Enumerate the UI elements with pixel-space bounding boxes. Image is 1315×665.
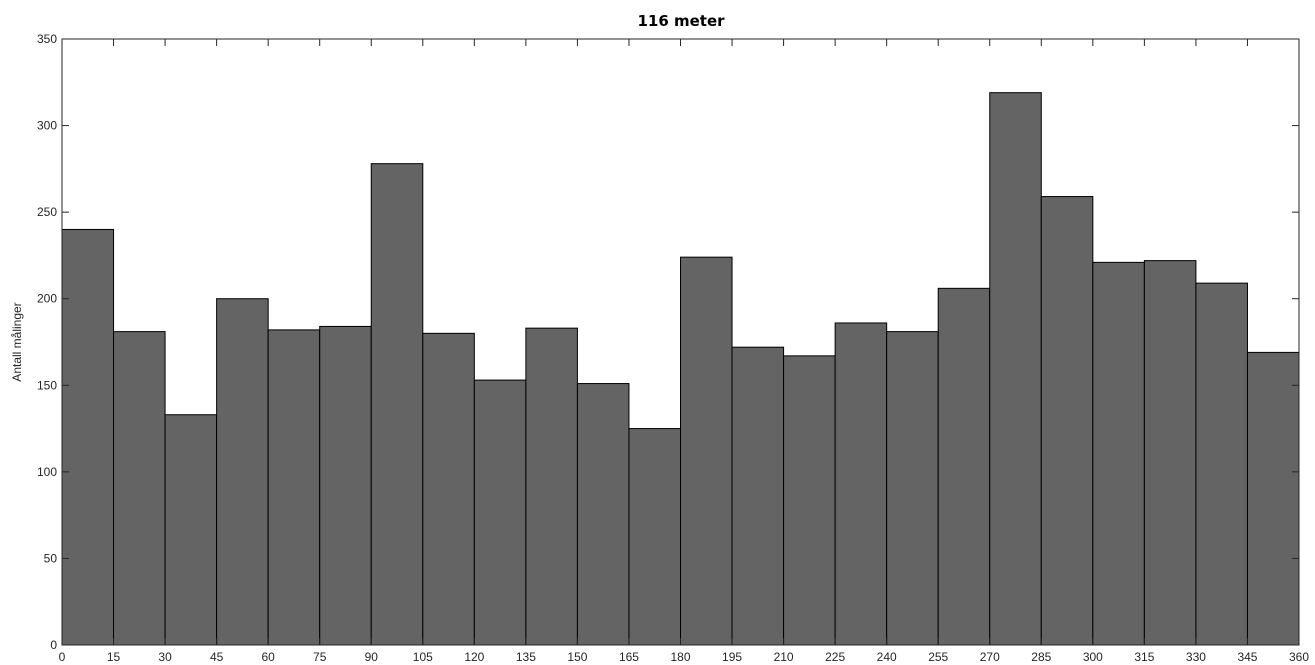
y-tick-label: 150 <box>37 378 57 392</box>
x-tick-label: 150 <box>567 650 587 664</box>
x-tick-label: 30 <box>158 650 172 664</box>
histogram-bar <box>576 383 630 646</box>
histogram-bar <box>267 329 321 646</box>
histogram-bar <box>1092 261 1145 646</box>
histogram-bar <box>628 428 681 646</box>
x-tick-label: 135 <box>516 650 536 664</box>
y-axis: 0 50 100 150 200 250 300 350 <box>37 32 1299 652</box>
y-tick-label: 100 <box>37 465 57 479</box>
histogram-bar <box>680 256 733 646</box>
x-tick-label: 240 <box>877 650 897 664</box>
histogram-bar <box>164 414 218 646</box>
histogram-bar <box>834 322 888 646</box>
chart-title: 116 meter <box>637 12 725 30</box>
y-tick-label: 300 <box>37 119 57 133</box>
x-tick-label: 45 <box>210 650 224 664</box>
x-tick-label: 90 <box>365 650 379 664</box>
histogram-bar <box>422 332 475 646</box>
x-tick-label: 15 <box>107 650 121 664</box>
histogram-bar <box>1040 196 1094 646</box>
x-tick-label: 285 <box>1031 650 1051 664</box>
histogram-bar <box>937 287 991 646</box>
histogram-bar <box>1246 351 1300 646</box>
x-tick-label: 225 <box>825 650 845 664</box>
x-axis: 0 15 30 45 60 75 90 105 120 135 150 165 180 195 210 225… <box>59 39 1309 664</box>
x-tick-label: 300 <box>1083 650 1103 664</box>
bars-group <box>61 92 1300 646</box>
x-tick-label: 75 <box>313 650 327 664</box>
histogram-bar <box>1143 260 1197 646</box>
x-tick-label: 105 <box>413 650 433 664</box>
x-tick-label: 165 <box>619 650 639 664</box>
x-tick-label: 345 <box>1237 650 1257 664</box>
histogram-bar <box>113 331 166 646</box>
x-tick-label: 60 <box>261 650 275 664</box>
y-axis-label: Antall målinger <box>10 302 24 381</box>
y-tick-label: 0 <box>50 638 57 652</box>
x-tick-label: 195 <box>722 650 742 664</box>
histogram-bar <box>216 298 269 646</box>
histogram-bar <box>989 92 1042 646</box>
y-tick-label: 350 <box>37 32 57 46</box>
x-tick-label: 120 <box>464 650 484 664</box>
x-tick-label: 0 <box>59 650 66 664</box>
x-tick-label: 270 <box>980 650 1000 664</box>
histogram-bar <box>731 346 785 646</box>
histogram-bar <box>319 325 372 646</box>
histogram-bar <box>1195 282 1248 646</box>
histogram-bar <box>525 327 578 646</box>
x-tick-label: 330 <box>1186 650 1206 664</box>
x-tick-label: 360 <box>1289 650 1309 664</box>
histogram-bar <box>886 331 939 646</box>
y-tick-label: 50 <box>44 551 58 565</box>
histogram-bar <box>473 379 527 646</box>
histogram-bar <box>783 355 836 646</box>
x-tick-label: 255 <box>928 650 948 664</box>
x-tick-label: 210 <box>774 650 794 664</box>
x-tick-label: 315 <box>1134 650 1154 664</box>
histogram-bar <box>370 163 424 646</box>
y-tick-label: 250 <box>37 205 57 219</box>
histogram-bar <box>61 228 115 646</box>
y-tick-label: 200 <box>37 292 57 306</box>
x-tick-label: 180 <box>670 650 690 664</box>
